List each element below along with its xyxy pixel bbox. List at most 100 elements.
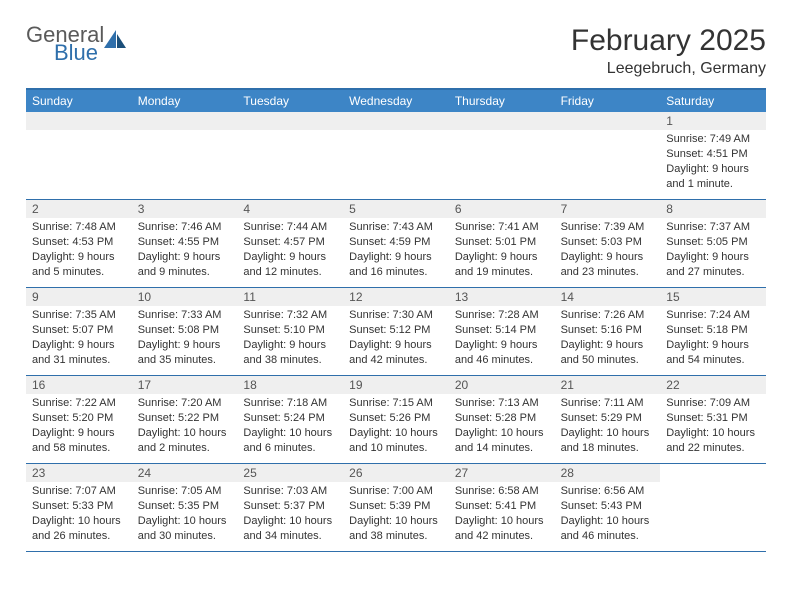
calendar-cell: 28Sunrise: 6:56 AMSunset: 5:43 PMDayligh… <box>555 464 661 552</box>
daylight-text: Daylight: 9 hours and 23 minutes. <box>561 250 655 280</box>
day-body: Sunrise: 7:44 AMSunset: 4:57 PMDaylight:… <box>237 218 343 283</box>
calendar: SundayMondayTuesdayWednesdayThursdayFrid… <box>26 88 766 552</box>
day-body: Sunrise: 7:33 AMSunset: 5:08 PMDaylight:… <box>132 306 238 371</box>
logo: General Blue <box>26 24 128 64</box>
sunset-text: Sunset: 5:08 PM <box>138 323 232 338</box>
calendar-cell: 13Sunrise: 7:28 AMSunset: 5:14 PMDayligh… <box>449 288 555 376</box>
day-body: Sunrise: 7:30 AMSunset: 5:12 PMDaylight:… <box>343 306 449 371</box>
sunrise-text: Sunrise: 7:18 AM <box>243 396 337 411</box>
day-body: Sunrise: 7:07 AMSunset: 5:33 PMDaylight:… <box>26 482 132 547</box>
calendar-cell-blank <box>660 464 766 552</box>
calendar-cell: 12Sunrise: 7:30 AMSunset: 5:12 PMDayligh… <box>343 288 449 376</box>
day-body: Sunrise: 7:11 AMSunset: 5:29 PMDaylight:… <box>555 394 661 459</box>
calendar-cell: 25Sunrise: 7:03 AMSunset: 5:37 PMDayligh… <box>237 464 343 552</box>
sunrise-text: Sunrise: 7:49 AM <box>666 132 760 147</box>
day-body: Sunrise: 7:22 AMSunset: 5:20 PMDaylight:… <box>26 394 132 459</box>
calendar-cell: 24Sunrise: 7:05 AMSunset: 5:35 PMDayligh… <box>132 464 238 552</box>
sunrise-text: Sunrise: 7:26 AM <box>561 308 655 323</box>
sunrise-text: Sunrise: 6:56 AM <box>561 484 655 499</box>
day-number: 2 <box>26 200 132 218</box>
daylight-text: Daylight: 10 hours and 14 minutes. <box>455 426 549 456</box>
daylight-text: Daylight: 9 hours and 42 minutes. <box>349 338 443 368</box>
sunset-text: Sunset: 5:16 PM <box>561 323 655 338</box>
day-number: 4 <box>237 200 343 218</box>
day-header: Tuesday <box>237 90 343 112</box>
sunrise-text: Sunrise: 7:09 AM <box>666 396 760 411</box>
calendar-cell: 6Sunrise: 7:41 AMSunset: 5:01 PMDaylight… <box>449 200 555 288</box>
day-body: Sunrise: 6:56 AMSunset: 5:43 PMDaylight:… <box>555 482 661 547</box>
calendar-cell: 2Sunrise: 7:48 AMSunset: 4:53 PMDaylight… <box>26 200 132 288</box>
daylight-text: Daylight: 10 hours and 10 minutes. <box>349 426 443 456</box>
day-number: 8 <box>660 200 766 218</box>
day-number: 5 <box>343 200 449 218</box>
daylight-text: Daylight: 9 hours and 58 minutes. <box>32 426 126 456</box>
sunrise-text: Sunrise: 7:32 AM <box>243 308 337 323</box>
sunset-text: Sunset: 5:26 PM <box>349 411 443 426</box>
day-body: Sunrise: 7:20 AMSunset: 5:22 PMDaylight:… <box>132 394 238 459</box>
day-number: 13 <box>449 288 555 306</box>
sunrise-text: Sunrise: 7:13 AM <box>455 396 549 411</box>
calendar-cell: 26Sunrise: 7:00 AMSunset: 5:39 PMDayligh… <box>343 464 449 552</box>
daylight-text: Daylight: 9 hours and 27 minutes. <box>666 250 760 280</box>
logo-word-blue: Blue <box>54 42 104 64</box>
day-number: 22 <box>660 376 766 394</box>
day-body: Sunrise: 7:09 AMSunset: 5:31 PMDaylight:… <box>660 394 766 459</box>
day-number: 23 <box>26 464 132 482</box>
calendar-cell: 10Sunrise: 7:33 AMSunset: 5:08 PMDayligh… <box>132 288 238 376</box>
day-body: Sunrise: 7:49 AMSunset: 4:51 PMDaylight:… <box>660 130 766 195</box>
day-number-blank <box>237 112 343 130</box>
sunrise-text: Sunrise: 7:33 AM <box>138 308 232 323</box>
sunset-text: Sunset: 5:07 PM <box>32 323 126 338</box>
day-number: 19 <box>343 376 449 394</box>
day-number-blank <box>132 112 238 130</box>
sunset-text: Sunset: 5:43 PM <box>561 499 655 514</box>
day-number: 21 <box>555 376 661 394</box>
sunset-text: Sunset: 5:12 PM <box>349 323 443 338</box>
day-body: Sunrise: 7:05 AMSunset: 5:35 PMDaylight:… <box>132 482 238 547</box>
sail-icon <box>102 28 128 57</box>
day-header: Sunday <box>26 90 132 112</box>
daylight-text: Daylight: 9 hours and 50 minutes. <box>561 338 655 368</box>
day-number: 9 <box>26 288 132 306</box>
sunset-text: Sunset: 5:01 PM <box>455 235 549 250</box>
sunrise-text: Sunrise: 7:43 AM <box>349 220 443 235</box>
sunrise-text: Sunrise: 7:28 AM <box>455 308 549 323</box>
day-body: Sunrise: 7:39 AMSunset: 5:03 PMDaylight:… <box>555 218 661 283</box>
calendar-cell-blank <box>555 112 661 200</box>
calendar-cell: 27Sunrise: 6:58 AMSunset: 5:41 PMDayligh… <box>449 464 555 552</box>
calendar-cell-blank <box>449 112 555 200</box>
daylight-text: Daylight: 10 hours and 2 minutes. <box>138 426 232 456</box>
day-number: 20 <box>449 376 555 394</box>
sunset-text: Sunset: 5:22 PM <box>138 411 232 426</box>
calendar-cell-blank <box>237 112 343 200</box>
calendar-cell: 21Sunrise: 7:11 AMSunset: 5:29 PMDayligh… <box>555 376 661 464</box>
daylight-text: Daylight: 9 hours and 16 minutes. <box>349 250 443 280</box>
calendar-cell: 22Sunrise: 7:09 AMSunset: 5:31 PMDayligh… <box>660 376 766 464</box>
daylight-text: Daylight: 10 hours and 34 minutes. <box>243 514 337 544</box>
day-body: Sunrise: 7:03 AMSunset: 5:37 PMDaylight:… <box>237 482 343 547</box>
sunrise-text: Sunrise: 7:46 AM <box>138 220 232 235</box>
calendar-cell: 19Sunrise: 7:15 AMSunset: 5:26 PMDayligh… <box>343 376 449 464</box>
calendar-cell-blank <box>343 112 449 200</box>
day-number: 28 <box>555 464 661 482</box>
sunrise-text: Sunrise: 7:30 AM <box>349 308 443 323</box>
day-body: Sunrise: 7:48 AMSunset: 4:53 PMDaylight:… <box>26 218 132 283</box>
day-number-blank <box>555 112 661 130</box>
sunset-text: Sunset: 4:51 PM <box>666 147 760 162</box>
daylight-text: Daylight: 9 hours and 12 minutes. <box>243 250 337 280</box>
sunrise-text: Sunrise: 7:24 AM <box>666 308 760 323</box>
sunset-text: Sunset: 5:20 PM <box>32 411 126 426</box>
sunrise-text: Sunrise: 7:41 AM <box>455 220 549 235</box>
sunrise-text: Sunrise: 7:00 AM <box>349 484 443 499</box>
day-body: Sunrise: 7:13 AMSunset: 5:28 PMDaylight:… <box>449 394 555 459</box>
sunset-text: Sunset: 5:28 PM <box>455 411 549 426</box>
day-header: Thursday <box>449 90 555 112</box>
calendar-cell: 14Sunrise: 7:26 AMSunset: 5:16 PMDayligh… <box>555 288 661 376</box>
sunrise-text: Sunrise: 7:22 AM <box>32 396 126 411</box>
day-body: Sunrise: 7:41 AMSunset: 5:01 PMDaylight:… <box>449 218 555 283</box>
day-header-row: SundayMondayTuesdayWednesdayThursdayFrid… <box>26 90 766 112</box>
calendar-cell: 5Sunrise: 7:43 AMSunset: 4:59 PMDaylight… <box>343 200 449 288</box>
title-block: February 2025 Leegebruch, Germany <box>571 24 766 78</box>
calendar-cell: 3Sunrise: 7:46 AMSunset: 4:55 PMDaylight… <box>132 200 238 288</box>
daylight-text: Daylight: 10 hours and 30 minutes. <box>138 514 232 544</box>
